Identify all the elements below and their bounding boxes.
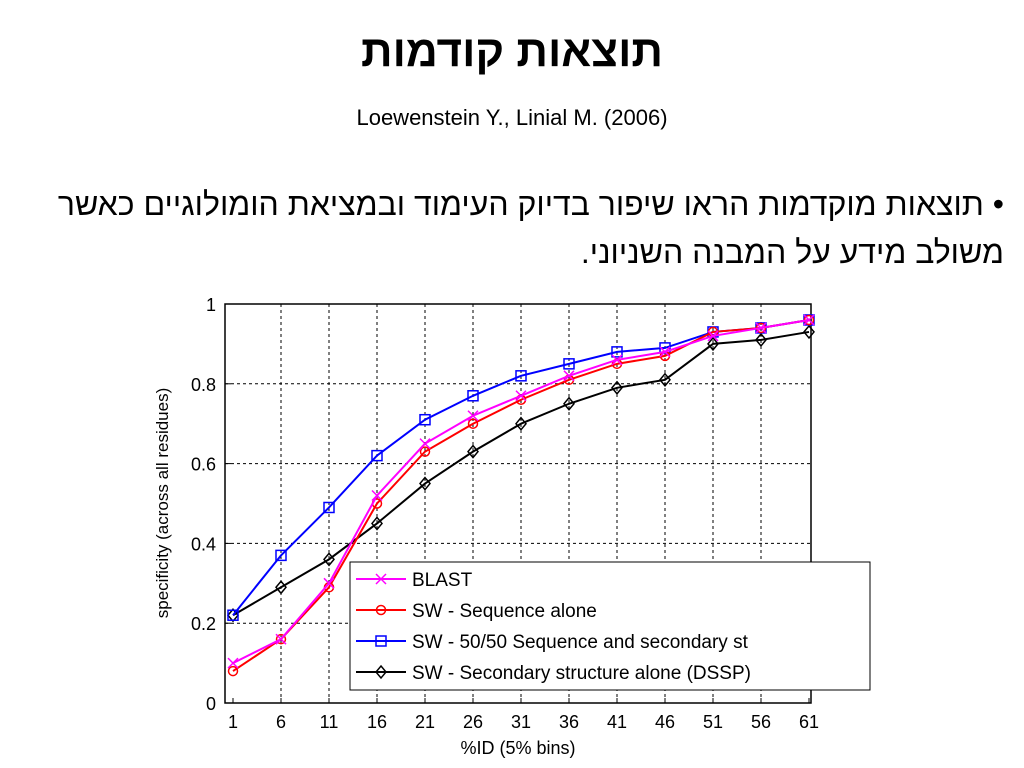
x-tick-label: 31 [511, 712, 531, 732]
data-point [467, 418, 479, 429]
marker-stroke [371, 489, 383, 502]
legend-box [349, 561, 871, 691]
data-point [419, 413, 431, 426]
data-point [371, 449, 383, 462]
x-tick-label: 41 [607, 712, 627, 732]
data-point [611, 354, 623, 366]
series-line [232, 330, 810, 617]
data-point [659, 372, 671, 387]
data-point [419, 446, 431, 457]
y-tick-label: 0 [206, 694, 216, 714]
data-point [611, 380, 623, 395]
legend-label: BLAST [412, 570, 473, 591]
marker-stroke [275, 633, 287, 645]
legend-entry: BLAST [356, 570, 473, 591]
x-tick-label: 56 [751, 712, 771, 732]
data-point [371, 516, 383, 531]
data-point [371, 489, 383, 502]
x-tick-label: 26 [463, 712, 483, 732]
data-point [803, 324, 815, 340]
data-point [227, 608, 239, 623]
marker-stroke [515, 390, 527, 402]
marker-stroke [467, 410, 479, 422]
data-point [563, 370, 575, 382]
data-point [275, 633, 287, 645]
data-point [707, 330, 719, 342]
x-tick-label: 46 [655, 712, 675, 732]
data-point [275, 633, 287, 645]
data-point [275, 549, 287, 562]
legend-label: SW - Sequence alone [412, 601, 597, 622]
data-point [803, 314, 815, 326]
data-point [755, 322, 767, 334]
y-tick-label: 0.2 [191, 614, 216, 634]
marker-stroke [375, 573, 387, 585]
data-point [707, 336, 719, 352]
x-tick-label: 1 [228, 712, 238, 732]
series-layer [227, 314, 815, 677]
data-point [659, 346, 671, 358]
slide-subtitle: Loewenstein Y., Linial M. (2006) [356, 105, 668, 130]
y-axis-label: specificity (across all residues) [153, 388, 172, 619]
series-line [232, 318, 810, 672]
marker-stroke [611, 354, 623, 366]
marker-stroke [755, 322, 767, 334]
x-tick-label: 61 [799, 712, 819, 732]
marker-stroke [803, 314, 815, 326]
x-tick-label: 16 [367, 712, 387, 732]
data-point [611, 346, 623, 358]
data-point [515, 390, 527, 402]
x-tick-label: 21 [415, 712, 435, 732]
legend-marker [375, 573, 387, 585]
bullet-text: • תוצאות מוקדמות הראו שיפור בדיוק העימוד… [57, 186, 1004, 270]
y-tick-label: 0.6 [191, 455, 216, 475]
data-point [227, 657, 239, 669]
x-axis-label: %ID (5% bins) [460, 738, 575, 758]
series-3 [227, 324, 815, 623]
data-point [227, 609, 239, 621]
legend-marker [375, 604, 387, 616]
data-point [323, 501, 335, 514]
marker-stroke [659, 346, 671, 358]
legend-marker [375, 664, 387, 680]
data-point [515, 370, 527, 382]
plot-frame [224, 303, 812, 704]
x-tick-label: 6 [276, 712, 286, 732]
marker-stroke [419, 438, 431, 450]
x-tick-label: 11 [320, 712, 339, 732]
y-tick-label: 0.4 [191, 534, 216, 554]
legend-entry: SW - 50/50 Sequence and secondary st [356, 632, 749, 653]
slide-title: תוצאות קודמות [361, 27, 663, 76]
series-0 [227, 314, 815, 669]
x-tick-label: 36 [559, 712, 579, 732]
data-point [755, 332, 767, 348]
marker-stroke [707, 330, 719, 342]
legend: BLAST SW - Sequence alone SW - 50/50 Seque… [349, 561, 871, 691]
data-point [275, 580, 287, 595]
data-point [419, 476, 431, 491]
data-point [467, 444, 479, 459]
data-point [323, 577, 335, 589]
legend-marker [375, 635, 387, 647]
data-point [515, 416, 527, 431]
y-tick-label: 1 [206, 295, 216, 315]
data-point [419, 438, 431, 450]
marker-stroke [563, 370, 575, 382]
marker-stroke [227, 657, 239, 669]
y-tick-label: 0.8 [191, 375, 216, 395]
legend-entry: SW - Secondary structure alone (DSSP) [356, 663, 751, 684]
legend-label: SW - Secondary structure alone (DSSP) [412, 663, 751, 684]
data-point [227, 665, 239, 677]
legend-label: SW - 50/50 Sequence and secondary st [412, 632, 749, 653]
x-tick-label: 51 [703, 712, 723, 732]
legend-entry: SW - Sequence alone [356, 601, 597, 622]
marker-stroke [323, 577, 335, 589]
data-point [323, 552, 335, 567]
data-point [467, 390, 479, 402]
data-point [467, 410, 479, 422]
data-point [563, 396, 575, 411]
data-point [563, 358, 575, 370]
